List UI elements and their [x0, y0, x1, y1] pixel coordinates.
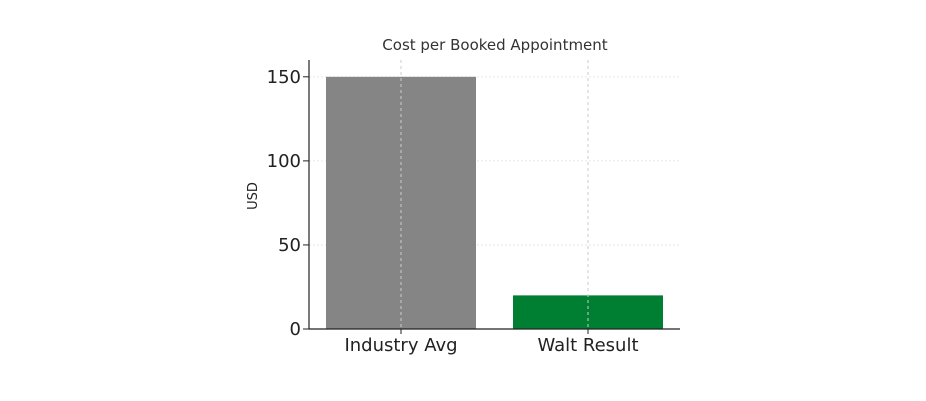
y-tick-label: 50 — [278, 235, 301, 256]
vertical-grid — [400, 60, 589, 329]
y-tick-label: 0 — [290, 319, 301, 340]
chart-title: Cost per Booked Appointment — [382, 36, 607, 54]
y-axis-label: USD — [246, 182, 261, 210]
y-tick-label: 100 — [267, 151, 301, 172]
y-tick-label: 150 — [267, 67, 301, 88]
axes — [308, 60, 680, 330]
x-tick-label: Industry Avg — [344, 335, 457, 356]
x-ticks: Industry Avg Walt Result — [344, 329, 639, 356]
x-tick-label: Walt Result — [537, 335, 638, 356]
bar — [326, 76, 476, 329]
bars — [326, 76, 663, 329]
y-ticks: 0 50 100 150 — [267, 67, 309, 340]
